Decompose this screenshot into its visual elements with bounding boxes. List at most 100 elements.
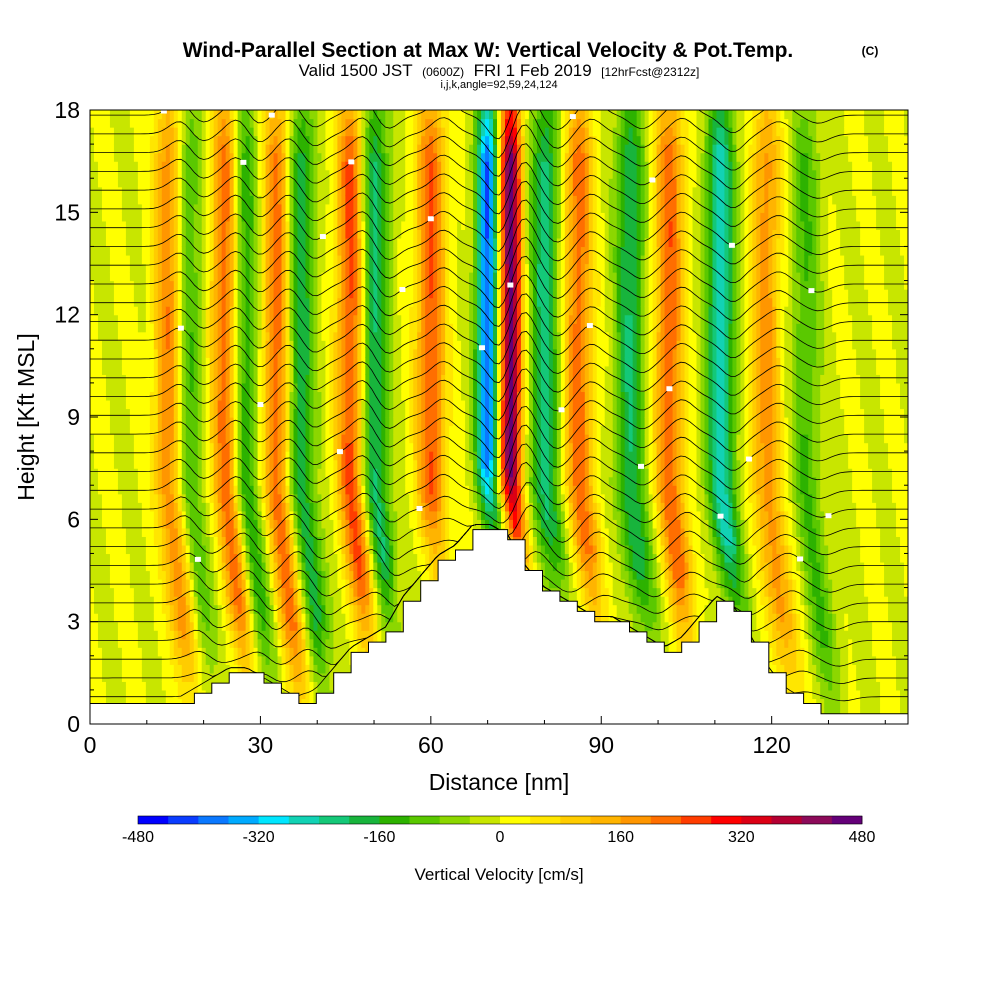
w-cell: [329, 647, 334, 657]
w-cell: [365, 647, 370, 657]
w-cell: [181, 596, 187, 606]
w-cell: [245, 340, 251, 350]
w-cell: [217, 178, 223, 188]
w-cell: [217, 587, 223, 597]
w-cell: [309, 203, 315, 213]
w-cell: [345, 178, 350, 188]
w-cell: [293, 135, 299, 145]
w-cell: [129, 195, 135, 205]
w-cell: [209, 553, 215, 563]
w-cell: [205, 672, 211, 682]
w-cell: [293, 630, 299, 640]
w-cell: [265, 135, 271, 145]
w-cell: [205, 459, 211, 469]
w-cell: [113, 195, 119, 205]
w-cell: [321, 263, 327, 273]
w-cell: [153, 297, 159, 307]
w-cell: [221, 664, 227, 674]
w-cell: [161, 519, 167, 529]
w-cell: [333, 655, 338, 665]
w-cell: [109, 442, 115, 452]
w-cell: [353, 135, 358, 145]
w-cell: [185, 237, 191, 248]
w-cell: [257, 272, 263, 282]
w-cell: [217, 161, 223, 171]
w-cell: [341, 297, 346, 307]
w-cell: [253, 144, 259, 154]
w-cell: [265, 493, 271, 503]
w-cell: [325, 178, 331, 188]
w-cell: [317, 434, 323, 444]
w-cell: [137, 348, 143, 358]
w-cell: [209, 212, 215, 222]
w-cell: [117, 314, 123, 324]
w-cell: [149, 161, 155, 171]
w-cell: [125, 638, 131, 648]
w-cell: [189, 621, 195, 631]
w-cell: [353, 118, 358, 128]
w-cell: [341, 561, 346, 572]
w-cell: [229, 161, 235, 171]
w-cell: [177, 493, 183, 503]
w-cell: [197, 169, 203, 179]
w-cell: [121, 212, 127, 222]
w-cell: [349, 553, 354, 563]
w-cell: [349, 468, 354, 478]
w-cell: [317, 382, 323, 393]
w-cell: [105, 289, 111, 299]
w-cell: [269, 272, 275, 282]
w-cell: [301, 297, 307, 307]
w-cell: [249, 135, 255, 145]
w-cell: [313, 280, 319, 290]
w-cell: [281, 527, 287, 537]
w-cell: [149, 323, 155, 333]
w-cell: [165, 476, 171, 486]
w-cell: [121, 604, 127, 614]
w-cell: [213, 434, 219, 444]
w-cell: [145, 220, 151, 230]
w-cell: [305, 502, 311, 512]
w-cell: [193, 118, 199, 128]
w-cell: [245, 118, 251, 128]
w-cell: [125, 391, 131, 401]
w-cell: [353, 152, 358, 162]
w-cell: [221, 493, 227, 503]
w-cell: [285, 374, 291, 384]
w-cell: [237, 561, 243, 572]
w-cell: [265, 570, 271, 580]
w-cell: [349, 127, 354, 137]
w-cell: [121, 485, 127, 495]
w-cell: [321, 195, 327, 205]
w-cell: [357, 442, 362, 452]
w-cell: [265, 638, 271, 648]
w-cell: [153, 237, 159, 248]
w-cell: [169, 570, 175, 580]
w-cell: [117, 647, 123, 657]
w-cell: [349, 502, 354, 512]
w-cell: [93, 297, 99, 307]
w-cell: [181, 203, 187, 213]
w-cell: [109, 579, 115, 589]
w-cell: [317, 178, 323, 188]
w-cell: [229, 169, 235, 179]
w-cell: [237, 570, 243, 580]
w-cell: [277, 442, 283, 452]
w-cell: [289, 195, 295, 205]
w-cell: [125, 331, 131, 341]
w-cell: [141, 195, 147, 205]
w-cell: [241, 570, 247, 580]
w-cell: [201, 579, 207, 589]
w-cell: [153, 195, 159, 205]
w-cell: [277, 152, 283, 162]
w-cell: [217, 229, 223, 239]
w-cell: [253, 280, 259, 290]
w-cell: [201, 476, 207, 486]
w-cell: [165, 152, 171, 162]
w-cell: [201, 425, 207, 435]
w-cell: [277, 468, 283, 478]
w-cell: [277, 237, 283, 248]
w-cell: [349, 280, 354, 290]
w-cell: [269, 161, 275, 171]
w-cell: [121, 331, 127, 341]
